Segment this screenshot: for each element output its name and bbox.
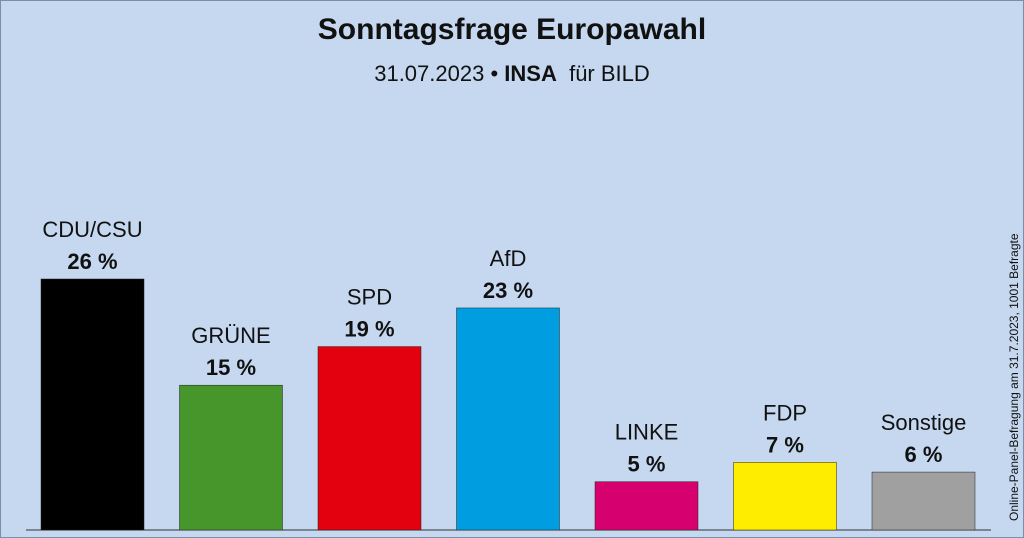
bar-4 <box>594 481 699 531</box>
value-label-5: 7 % <box>766 432 804 457</box>
value-label-4: 5 % <box>628 452 666 477</box>
poll-date: 31.07.2023 <box>374 61 485 86</box>
category-label-5: FDP <box>763 400 807 425</box>
institute-name: INSA <box>504 61 557 86</box>
separator-bullet: • <box>490 61 499 86</box>
category-label-3: AfD <box>490 246 527 271</box>
category-label-2: SPD <box>347 285 392 310</box>
category-label-4: LINKE <box>615 420 679 445</box>
value-label-2: 19 % <box>344 317 394 342</box>
chart-subtitle: 31.07.2023 • INSA für BILD <box>1 61 1023 87</box>
bar-0 <box>40 278 145 531</box>
bar-3 <box>456 307 560 531</box>
value-label-3: 23 % <box>483 278 533 303</box>
chart-title: Sonntagsfrage Europawahl <box>317 13 707 46</box>
value-label-6: 6 % <box>905 442 943 467</box>
client-name: für BILD <box>569 61 650 86</box>
category-label-1: GRÜNE <box>191 323 270 348</box>
value-label-1: 15 % <box>206 355 256 380</box>
bar-1 <box>179 384 283 531</box>
category-label-6: Sonstige <box>881 410 967 435</box>
survey-note: Online-Panel-Befragung am 31.7.2023, 100… <box>1007 233 1021 521</box>
value-label-0: 26 % <box>67 249 117 274</box>
bar-6 <box>871 471 976 531</box>
category-label-0: CDU/CSU <box>42 217 142 242</box>
bar-5 <box>733 462 837 531</box>
bar-2 <box>317 346 422 531</box>
